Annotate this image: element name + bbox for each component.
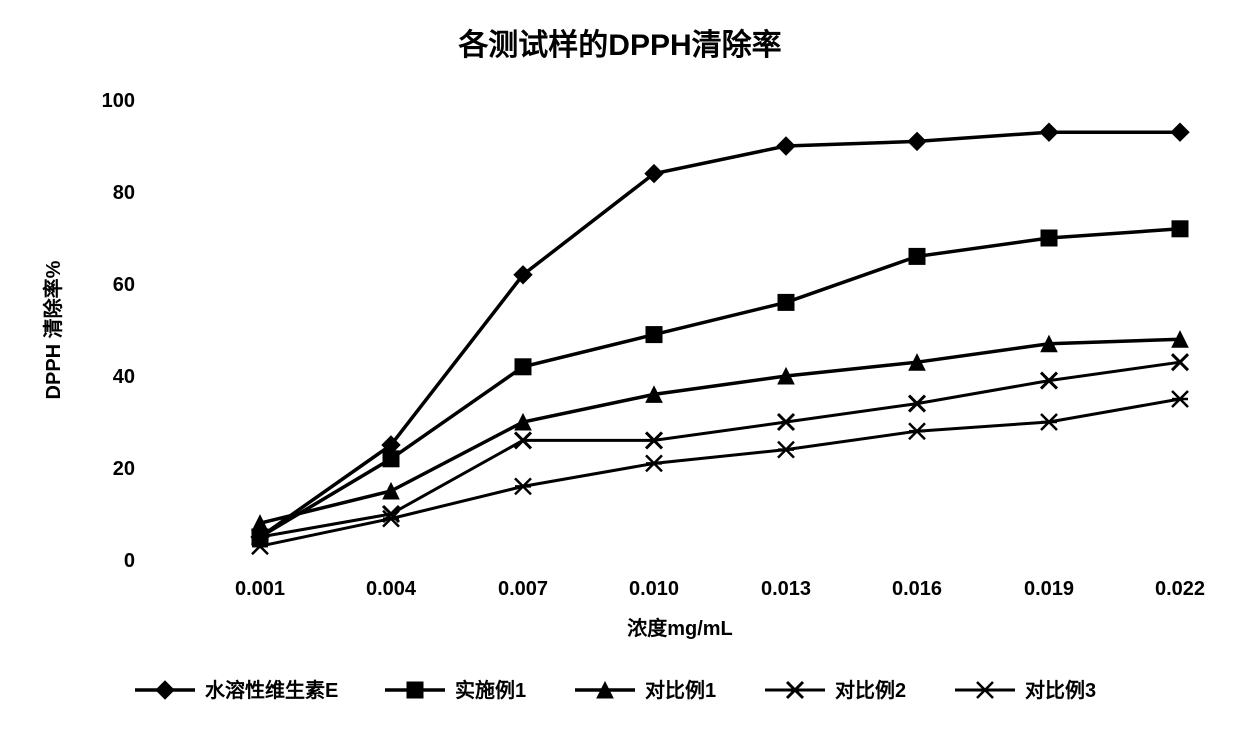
legend-label: 对比例1: [645, 678, 716, 702]
x-tick-label: 0.007: [498, 578, 548, 600]
series-line: [260, 132, 1180, 537]
legend-item: 对比例1: [575, 678, 716, 702]
x-tick-label: 0.016: [892, 578, 942, 600]
legend-label: 对比例3: [1025, 678, 1096, 702]
legend: 水溶性维生素E 实施例1 对比例1 对比例2 对比例3: [135, 678, 1096, 702]
chart-container: 各测试样的DPPH清除率 0 20 40 60 80 100 DPPH 清除率% 0.001 0.…: [0, 0, 1240, 747]
y-tick-label: 80: [113, 182, 135, 204]
y-tick-label: 20: [113, 458, 135, 480]
x-tick-label: 0.004: [366, 578, 417, 600]
chart-title: 各测试样的DPPH清除率: [457, 28, 781, 62]
series: [251, 123, 1189, 546]
x-tick-label: 0.010: [629, 578, 679, 600]
x-axis-label: 浓度mg/mL: [627, 616, 733, 640]
legend-item: 实施例1: [385, 678, 526, 702]
y-tick-label: 60: [113, 274, 135, 296]
x-tick-label: 0.022: [1155, 578, 1205, 600]
legend-label: 对比例2: [835, 678, 906, 702]
series: [252, 391, 1188, 554]
legend-item: 水溶性维生素E: [135, 678, 338, 702]
x-tick-label: 0.019: [1024, 578, 1074, 600]
legend-item: 对比例2: [765, 678, 906, 702]
legend-label: 水溶性维生素E: [205, 678, 338, 702]
x-tick-label: 0.013: [761, 578, 811, 600]
y-tick-label: 40: [113, 366, 135, 388]
legend-label: 实施例1: [455, 678, 526, 702]
y-tick-label: 0: [124, 550, 135, 572]
line-chart: 各测试样的DPPH清除率 0 20 40 60 80 100 DPPH 清除率% 0.001 0.…: [0, 0, 1240, 747]
x-tick-label: 0.001: [235, 578, 285, 600]
y-tick-label: 100: [102, 90, 135, 112]
y-axis-label: DPPH 清除率%: [41, 260, 65, 399]
legend-item: 对比例3: [955, 678, 1096, 702]
